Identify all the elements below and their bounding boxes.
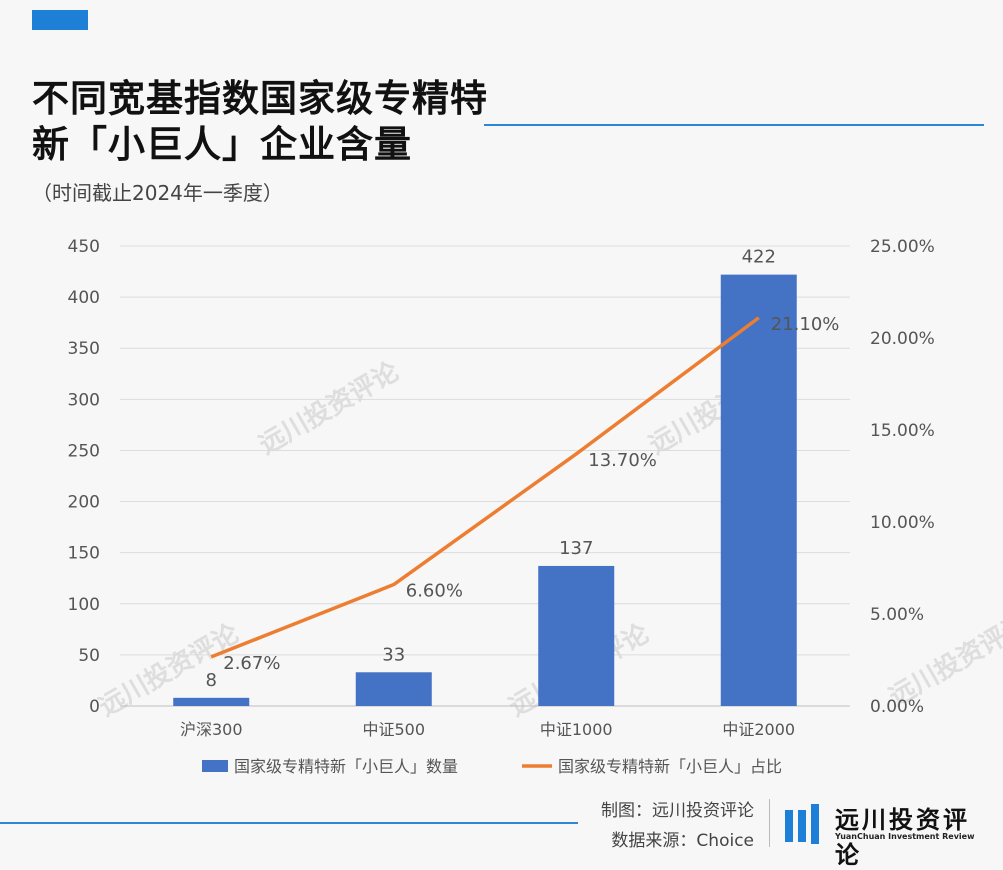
line-data-label: 13.70% — [588, 450, 657, 471]
credit-chart-maker: 制图：远川投资评论 — [520, 796, 754, 826]
line-data-label: 6.60% — [406, 581, 463, 602]
bar — [173, 698, 249, 706]
bar-data-label: 8 — [206, 670, 217, 691]
legend-label-bar: 国家级专精特新「小巨人」数量 — [234, 757, 458, 776]
y-left-tick-label: 300 — [68, 390, 100, 410]
bar — [356, 672, 432, 706]
y-left-tick-label: 350 — [68, 339, 100, 359]
brand-block: 远川投资评论 YuanChuan Investment Review — [783, 800, 993, 848]
x-tick-label: 中证500 — [362, 720, 425, 739]
bar — [538, 566, 614, 706]
y-left-tick-label: 250 — [68, 441, 100, 461]
x-tick-label: 中证2000 — [722, 720, 795, 739]
line-data-label: 21.10% — [771, 314, 840, 335]
bar-data-label: 137 — [559, 538, 593, 559]
line-data-label: 2.67% — [223, 653, 280, 674]
bar-data-label: 33 — [382, 644, 405, 665]
bar-data-label: 422 — [742, 247, 776, 268]
credit-data-source: 数据来源：Choice — [520, 826, 754, 856]
legend-swatch-bar — [202, 760, 228, 772]
y-right-tick-label: 15.00% — [870, 421, 935, 441]
y-right-tick-label: 5.00% — [870, 605, 924, 625]
y-left-tick-label: 450 — [68, 237, 100, 257]
y-left-tick-label: 150 — [68, 544, 100, 564]
bars-logo-icon — [783, 804, 823, 844]
y-right-tick-label: 20.00% — [870, 329, 935, 349]
line-series — [211, 318, 759, 657]
credits-divider — [769, 799, 770, 847]
combo-chart: 0 50 100 150 200 250 300 350 400 450 0.00% 5.00% 10.… — [0, 0, 1003, 800]
y-left-tick-label: 50 — [78, 646, 100, 666]
y-left-tick-label: 100 — [68, 595, 100, 615]
legend-label-line: 国家级专精特新「小巨人」占比 — [558, 757, 782, 776]
credits: 制图：远川投资评论 数据来源：Choice — [520, 796, 754, 856]
brand-name-en: YuanChuan Investment Review — [835, 832, 974, 841]
x-tick-label: 中证1000 — [540, 720, 613, 739]
y-left-tick-label: 200 — [68, 493, 100, 513]
y-right-tick-label: 10.00% — [870, 513, 935, 533]
y-left-tick-label: 400 — [68, 288, 100, 308]
x-tick-label: 沪深300 — [180, 720, 243, 739]
y-left-tick-label: 0 — [89, 697, 100, 717]
y-right-tick-label: 0.00% — [870, 697, 924, 717]
footer-rule — [0, 822, 578, 824]
y-right-tick-label: 25.00% — [870, 237, 935, 257]
